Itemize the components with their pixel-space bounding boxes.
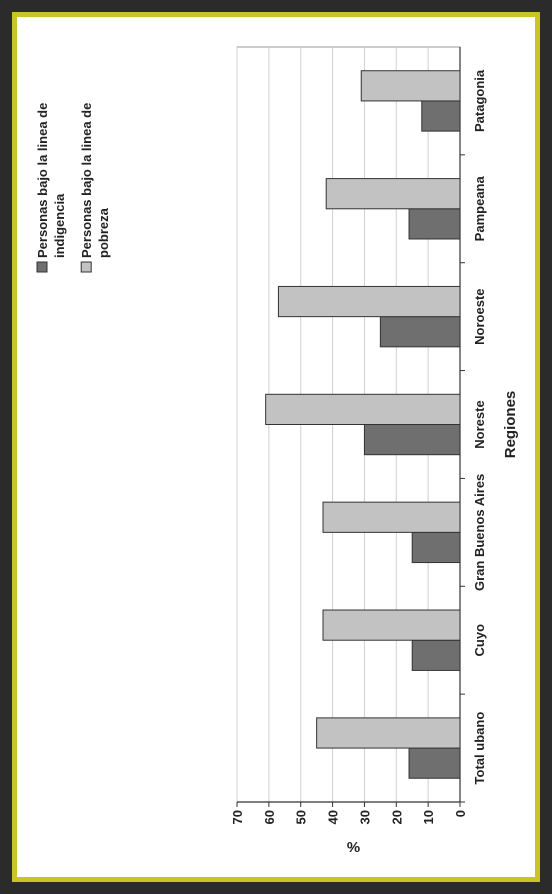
bar-pobreza xyxy=(277,285,461,318)
y-tick-label: 50 xyxy=(294,810,309,824)
legend-label: Personas bajo la linea de xyxy=(35,103,50,258)
y-tick-label: 20 xyxy=(389,810,404,824)
bar-indigencia xyxy=(408,747,461,779)
bar-indigencia xyxy=(379,316,461,348)
y-tick-label: 10 xyxy=(421,810,436,824)
legend-label-cont: indigencia xyxy=(52,193,67,258)
category-label: Noroeste xyxy=(472,288,487,344)
legend-label-cont: pobreza xyxy=(96,207,111,258)
y-axis-title: % xyxy=(347,838,360,855)
category-label: Noreste xyxy=(472,400,487,448)
category-label: Patagonia xyxy=(472,69,487,132)
bar-pobreza xyxy=(316,717,461,749)
bar-indigencia xyxy=(421,100,461,132)
bar-pobreza xyxy=(265,393,461,425)
y-tick-label: 0 xyxy=(453,810,468,817)
legend-label: Personas bajo la linea de xyxy=(79,103,94,258)
category-label: Cuyo xyxy=(472,624,487,657)
x-axis-title: Regiones xyxy=(502,391,519,459)
y-tick-label: 60 xyxy=(262,810,277,824)
bar-indigencia xyxy=(411,639,461,671)
bar-pobreza xyxy=(322,501,461,533)
chart-panel: 0 10 20 30 40 50 60 70 Total ubano Cuyo Gran Bueno… xyxy=(12,12,540,882)
bar-pobreza xyxy=(322,609,461,641)
legend-swatch xyxy=(80,261,92,273)
category-label: Pampeana xyxy=(472,176,487,242)
bar-indigencia xyxy=(411,531,461,564)
category-label: Gran Buenos Aires xyxy=(472,474,487,591)
bar-indigencia xyxy=(363,424,461,456)
y-tick-label: 40 xyxy=(326,810,341,824)
bar-chart: 0 10 20 30 40 50 60 70 Total ubano Cuyo Gran Bueno… xyxy=(35,46,519,855)
category-label: Total ubano xyxy=(472,712,487,785)
y-tick-label: 70 xyxy=(230,810,245,824)
bar-pobreza xyxy=(325,178,461,210)
y-tick-label: 30 xyxy=(357,810,372,824)
legend-swatch xyxy=(36,261,48,273)
bar-indigencia xyxy=(408,208,461,240)
bar-pobreza xyxy=(360,70,461,102)
